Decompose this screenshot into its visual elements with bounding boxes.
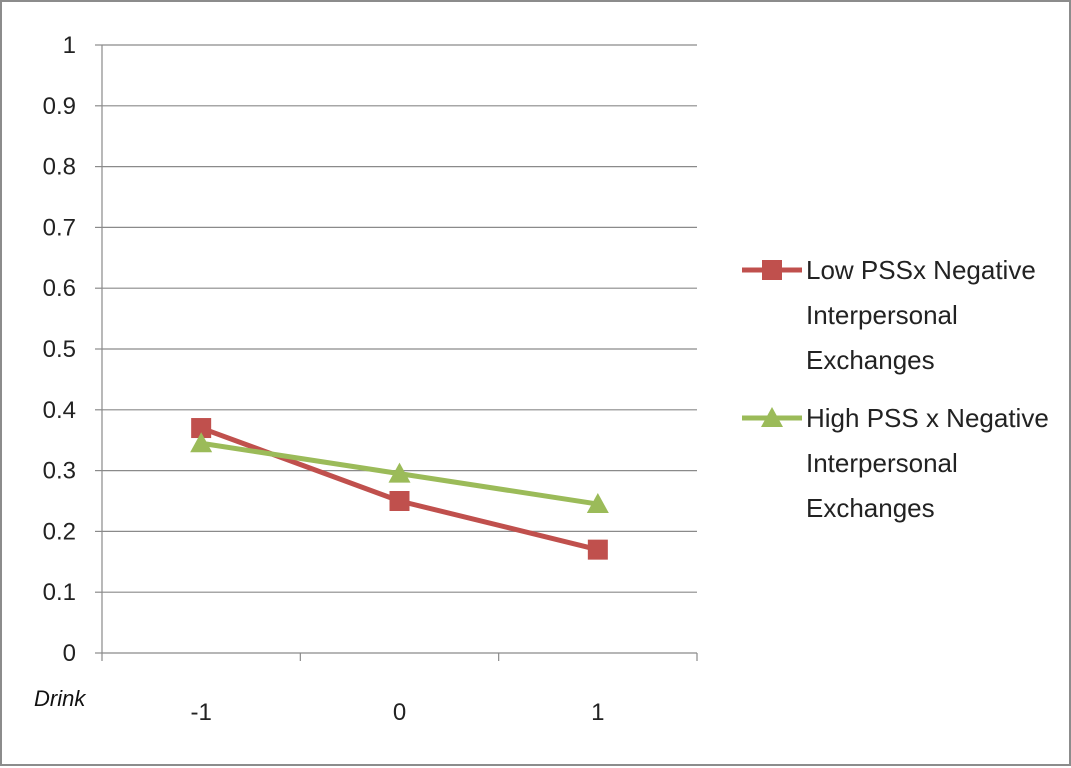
legend-label-0-line-1: Interpersonal (806, 300, 958, 330)
x-tick-label: 0 (393, 699, 406, 726)
legend-label-0-line-0: Low PSSx Negative (806, 255, 1036, 285)
legend-marker-0 (762, 260, 782, 280)
y-tick-label: 0.5 (43, 336, 76, 363)
legend-label-1-line-1: Interpersonal (806, 448, 958, 478)
x-axis-label: Drink (34, 686, 86, 711)
y-tick-label: 0.9 (43, 93, 76, 120)
x-tick-label: -1 (190, 699, 211, 726)
y-tick-label: 0.2 (43, 518, 76, 545)
data-point-0-0 (191, 418, 212, 439)
legend-label-0-line-2: Exchanges (806, 345, 935, 375)
data-point-1-2 (586, 493, 609, 514)
data-point-1-0 (190, 432, 213, 453)
y-tick-label: 0.7 (43, 214, 76, 241)
y-tick-label: 0 (63, 640, 76, 667)
y-tick-label: 0.1 (43, 579, 76, 606)
y-tick-label: 1 (63, 32, 76, 59)
legend: Low PSSx Negative Interpersonal Exchanges H… (742, 255, 1049, 523)
x-tick-label: 1 (591, 699, 604, 726)
x-tick-labels: -1 0 1 (190, 699, 604, 726)
data-point-1-1 (388, 462, 411, 483)
y-tick-labels: 0 0.1 0.2 0.3 0.4 0.5 0.6 0.7 0.8 0.9 1 (43, 32, 76, 667)
legend-label-1-line-0: High PSS x Negative (806, 403, 1049, 433)
legend-label-1-line-2: Exchanges (806, 493, 935, 523)
axes (95, 44, 698, 661)
data-point-0-1 (389, 491, 410, 511)
data-point-0-2 (587, 539, 608, 560)
legend-marker-1 (761, 407, 783, 427)
y-tick-label: 0.6 (43, 275, 76, 302)
series (190, 418, 609, 560)
y-tick-label: 0.8 (43, 154, 76, 181)
y-tick-label: 0.3 (43, 458, 76, 485)
gridlines (102, 44, 697, 593)
y-tick-label: 0.4 (43, 397, 76, 424)
